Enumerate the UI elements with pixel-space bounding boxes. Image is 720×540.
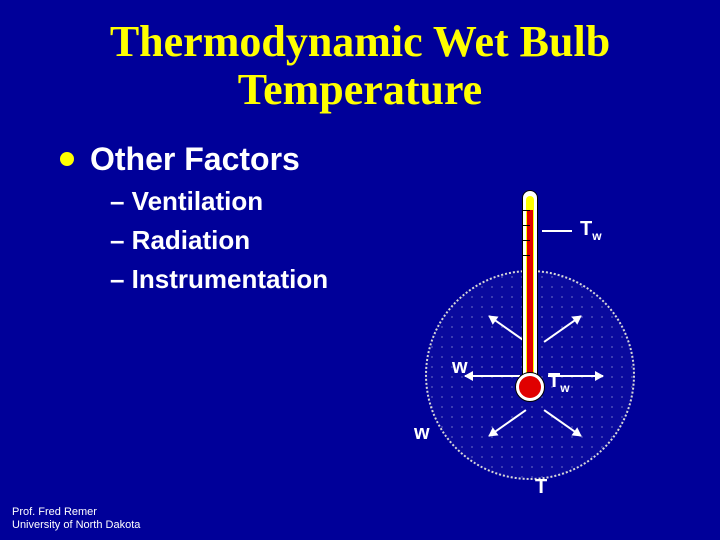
title-line-1: Thermodynamic Wet Bulb (110, 17, 610, 66)
label-tw-center: Tw (548, 370, 570, 395)
bullet-row: Other Factors (60, 141, 720, 178)
label-tw-top-t: T (580, 218, 592, 240)
label-w-2: w (414, 422, 430, 445)
footer-line-1: Prof. Fred Remer (12, 506, 140, 519)
label-tw-center-t: T (548, 370, 560, 392)
footer-credit: Prof. Fred Remer University of North Dak… (12, 506, 140, 532)
label-tw-center-sub: w (560, 381, 569, 395)
bullet-text: Other Factors (90, 141, 300, 178)
footer-line-2: University of North Dakota (12, 519, 140, 532)
bullet-dot-icon (60, 152, 74, 166)
tick-line (542, 230, 572, 232)
slide-title: Thermodynamic Wet Bulb Temperature (0, 0, 720, 115)
title-line-2: Temperature (238, 65, 482, 114)
arrow-icon (465, 375, 520, 377)
wet-bulb-diagram: Tw w Tw w T (390, 200, 670, 520)
label-w-1: w (452, 356, 468, 379)
label-tw-top: Tw (580, 218, 602, 243)
thermometer-icon (518, 190, 542, 400)
label-tw-top-sub: w (592, 229, 601, 243)
label-t-bottom: T (535, 476, 547, 499)
